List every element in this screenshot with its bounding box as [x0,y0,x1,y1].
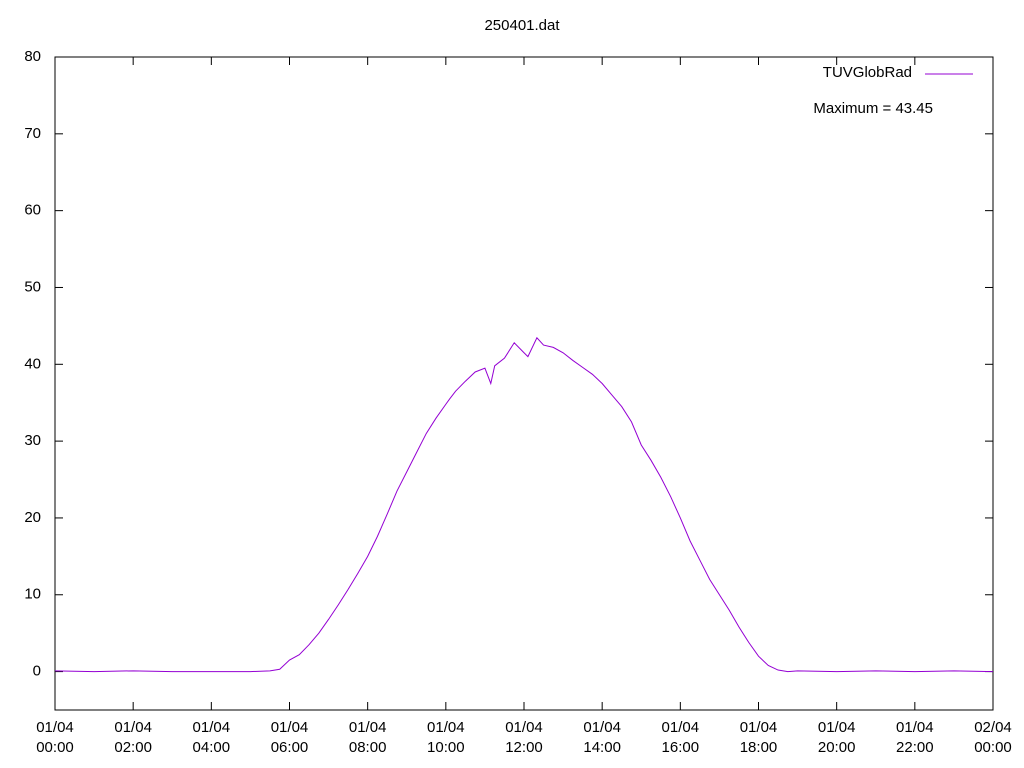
y-tick-label: 40 [24,355,41,372]
x-tick-label: 01/04 02:00 [114,719,152,756]
x-tick-label: 01/04 06:00 [270,719,309,756]
x-tick-label: 01/04 16:00 [661,719,700,756]
data-line [54,336,994,673]
x-tick-label: 01/04 18:00 [739,719,778,756]
legend-label: TUVGlobRad [823,64,912,81]
y-tick-label: 50 [24,278,41,295]
x-tick-label: 01/04 10:00 [427,719,465,756]
x-tick-label: 01/04 22:00 [896,719,934,756]
x-tick-label: 01/04 04:00 [192,719,231,756]
x-tick-label: 01/04 14:00 [583,719,621,756]
y-tick-label: 70 [24,125,41,142]
plot-border [54,56,994,711]
y-tick-label: 0 [33,663,41,680]
y-tick-label: 30 [24,432,41,449]
y-tick-label: 60 [24,202,41,219]
annotation: Maximum = 43.45 [813,100,933,117]
x-tick-label: 01/04 20:00 [817,719,856,756]
y-tick-label: 10 [24,586,41,603]
x-tick-label: 01/04 00:00 [36,719,74,756]
y-tick-label: 20 [24,509,41,526]
x-tick-label: 01/04 12:00 [505,719,543,756]
x-tick-label: 01/04 08:00 [348,719,387,756]
x-tick-label: 02/04 00:00 [974,719,1012,756]
chart-title: 250401.dat [484,17,560,34]
y-tick-label: 80 [24,48,41,65]
